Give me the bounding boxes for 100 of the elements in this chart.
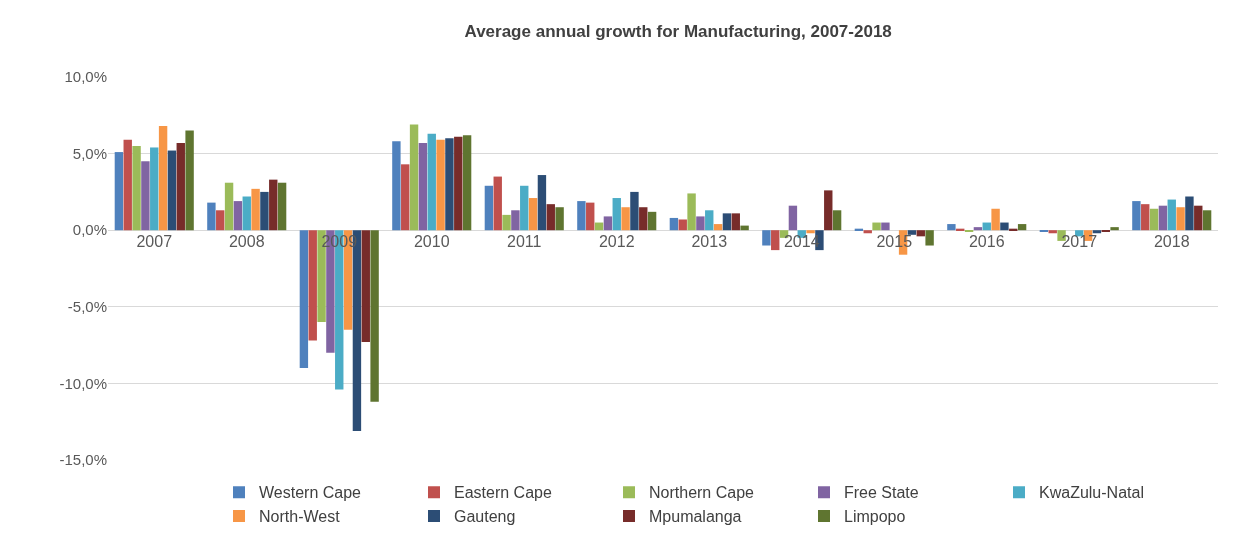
bar [612,198,621,231]
bar [308,230,317,341]
bar [251,188,260,231]
bar [713,224,723,231]
bar [176,142,185,231]
bar [277,182,287,231]
x-tick-label: 2017 [1061,233,1098,251]
bar [1141,204,1150,231]
bar [824,190,833,231]
bar [207,202,216,231]
bar [630,191,639,231]
y-tick-label: 10,0% [64,68,107,86]
legend-label: Limpopo [844,508,906,526]
bar [216,210,225,231]
legend-label: Western Cape [259,484,362,502]
bar [806,230,815,234]
bar [224,182,234,231]
bar [132,145,141,231]
bar [436,139,445,231]
bar [269,179,278,231]
bar [484,185,494,231]
x-tick-label: 2007 [136,233,173,251]
bar [947,224,956,231]
bar [462,135,472,231]
bar [1202,210,1212,231]
bar [907,230,917,235]
bar [669,217,679,231]
bar [1176,207,1185,231]
bar [1000,222,1009,231]
legend-label: North-West [259,508,341,526]
bar [1185,196,1194,231]
bar [1017,224,1027,231]
chart-title: Average annual growth for Manufacturing, 2007-2018 [464,21,892,41]
x-tick-label: 2018 [1153,233,1190,251]
x-tick-label: 2012 [598,233,635,251]
bar [722,213,732,231]
bar [647,211,657,231]
bar [872,222,881,231]
bar [528,198,538,231]
bar [762,230,771,246]
bar [678,219,687,231]
legend-label: Mpumalanga [649,508,742,526]
bar [1194,205,1203,231]
bar [771,230,780,251]
bar [731,213,740,231]
x-tick-label: 2008 [228,233,265,251]
bar [696,216,705,231]
bar [1158,205,1168,231]
bar [788,205,798,231]
bar [150,147,159,231]
bar [370,230,379,402]
bar [577,201,586,231]
bar [185,130,194,231]
y-tick-label: -15,0% [59,451,107,469]
bar [158,126,168,231]
bar [141,161,150,231]
bar [427,133,436,231]
bar [418,142,428,231]
bar [167,150,177,231]
bar [586,202,595,231]
bar [401,164,410,231]
bar [454,136,463,231]
bar [863,230,872,234]
y-tick-label: -10,0% [59,374,107,392]
legend-label: Free State [844,484,919,502]
bar [973,227,983,231]
legend-label: Gauteng [454,508,516,526]
bar [1167,199,1176,231]
bar [361,230,370,343]
bar [233,201,243,231]
bar [705,210,714,231]
bar [740,225,749,231]
bar [123,139,132,231]
bar [881,222,890,231]
x-tick-label: 2016 [968,233,1005,251]
bar [687,193,696,231]
bar [1110,227,1119,231]
x-tick-label: 2011 [507,233,542,251]
bar [1092,230,1102,234]
bar [445,138,454,231]
bar [991,208,1000,231]
legend-label: Eastern Cape [454,484,552,502]
bar [603,216,613,231]
bar [832,210,842,231]
bar [1149,208,1159,231]
bar [1132,201,1141,231]
bar [493,176,502,231]
bar [537,175,547,231]
bar [114,152,124,231]
legend-label: Northern Cape [649,484,755,502]
bar [409,124,419,231]
bar [520,185,529,231]
bar [1048,230,1057,234]
bar [916,230,925,237]
bar [511,210,520,231]
bar [546,204,555,231]
bar [925,230,934,246]
y-tick-label: 5,0% [72,144,107,162]
bar [260,191,269,231]
bar [242,196,251,231]
